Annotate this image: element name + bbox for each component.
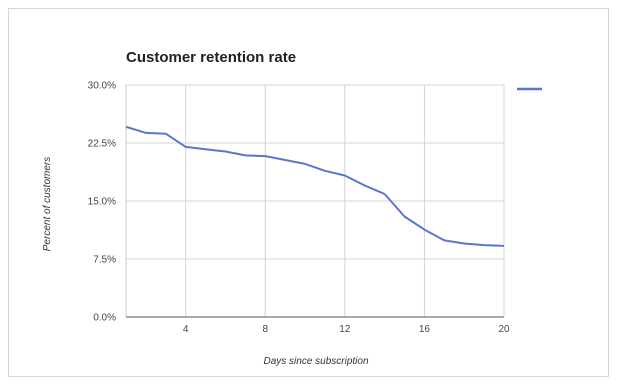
x-tick-label: 12 (339, 324, 351, 335)
tick-labels: 0.0% 7.5% 15.0% 22.5% 30.0% 4 8 12 16 20 (88, 81, 510, 336)
x-tick-label: 16 (419, 324, 431, 335)
series-line (125, 125, 505, 247)
y-axis-label: Percent of customers (42, 157, 53, 251)
series-layer (125, 125, 505, 247)
chart-title: Customer retention rate (126, 49, 296, 66)
x-tick-label: 8 (262, 324, 268, 335)
x-axis-label: Days since subscription (263, 356, 368, 367)
y-tick-label: 0.0% (93, 313, 116, 324)
y-tick-label: 15.0% (88, 197, 116, 208)
y-tick-label: 22.5% (88, 139, 116, 150)
x-tick-label: 20 (498, 324, 510, 335)
y-tick-label: 7.5% (93, 255, 116, 266)
grid-lines (126, 84, 505, 318)
axes (125, 85, 504, 318)
y-tick-label: 30.0% (88, 81, 116, 92)
x-tick-label: 4 (183, 324, 189, 335)
chart-frame (8, 8, 609, 377)
